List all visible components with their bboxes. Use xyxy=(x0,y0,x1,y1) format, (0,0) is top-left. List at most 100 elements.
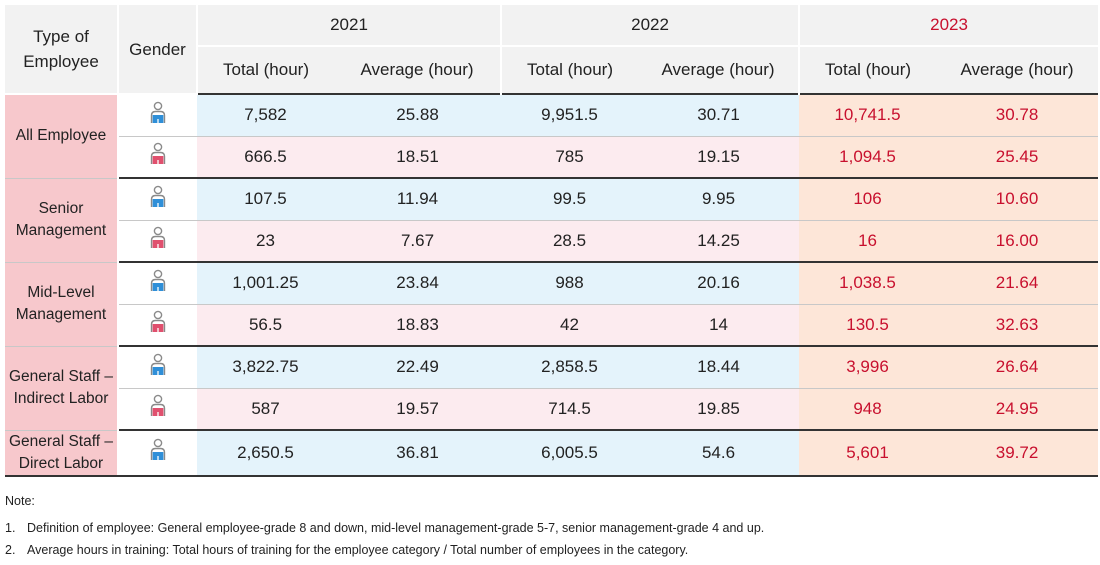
note-text: Definition of employee: General employee… xyxy=(27,521,765,535)
note-text: Average hours in training: Total hours o… xyxy=(27,543,689,557)
male-person-icon xyxy=(149,101,167,125)
gender-cell xyxy=(118,388,197,431)
male-average-2021-cell: 25.88 xyxy=(334,93,502,137)
female-average-2023-cell: 32.63 xyxy=(936,304,1099,347)
category-label: Senior Management xyxy=(5,178,119,263)
gender-cell xyxy=(118,430,197,477)
male-average-2021-cell: 11.94 xyxy=(334,178,502,221)
table-row: General Staff – Indirect Labor 3,822.75 22… xyxy=(5,346,1099,431)
male-average-2021-cell: 22.49 xyxy=(334,346,502,389)
female-total-2022-cell: 714.5 xyxy=(501,388,639,431)
table-row: General Staff – Direct Labor 2,650.5 36.81… xyxy=(5,430,1099,477)
table-row: All Employee 7,582 25.88 9,951.5 30.71 10,741… xyxy=(5,93,1099,179)
header-gender: Gender xyxy=(118,5,198,95)
header-year-2021: 2021 xyxy=(197,5,503,47)
table-body: All Employee 7,582 25.88 9,951.5 30.71 10,741… xyxy=(5,93,1099,477)
male-average-2021-cell: 36.81 xyxy=(334,430,502,477)
header-average-2021: Average (hour) xyxy=(334,46,503,94)
male-total-2022-cell: 9,951.5 xyxy=(501,93,639,137)
male-total-2023-cell: 1,038.5 xyxy=(799,262,937,305)
male-average-2022-cell: 20.16 xyxy=(638,262,800,305)
female-person-icon xyxy=(149,226,167,250)
female-total-2021-cell: 56.5 xyxy=(197,304,334,347)
male-total-2022-cell: 2,858.5 xyxy=(501,346,639,389)
gender-cell xyxy=(118,346,197,389)
female-person-icon xyxy=(149,310,167,334)
male-total-2023-cell: 3,996 xyxy=(799,346,937,389)
category-label: General Staff – Direct Labor xyxy=(5,430,119,477)
female-average-2021-cell: 19.57 xyxy=(334,388,502,431)
female-average-2021-cell: 18.51 xyxy=(334,136,502,179)
male-average-2022-cell: 9.95 xyxy=(638,178,800,221)
male-total-2021-cell: 3,822.75 xyxy=(197,346,334,389)
male-average-2023-cell: 10.60 xyxy=(936,178,1099,221)
female-total-2022-cell: 42 xyxy=(501,304,639,347)
header-average-2023: Average (hour) xyxy=(936,46,1099,94)
table-row: 23 7.67 28.5 14.25 16 16.00 xyxy=(5,220,1099,263)
gender-cell xyxy=(118,220,197,263)
gender-cell xyxy=(118,178,197,221)
male-total-2022-cell: 6,005.5 xyxy=(501,430,639,477)
male-average-2023-cell: 39.72 xyxy=(936,430,1099,477)
gender-cell xyxy=(118,262,197,305)
female-average-2021-cell: 18.83 xyxy=(334,304,502,347)
female-average-2023-cell: 16.00 xyxy=(936,220,1099,263)
male-person-icon xyxy=(149,185,167,209)
header-total-2021: Total (hour) xyxy=(197,46,334,94)
table-row: Senior Management 107.5 11.94 99.5 9.95 106 10… xyxy=(5,178,1099,263)
female-total-2022-cell: 28.5 xyxy=(501,220,639,263)
male-person-icon xyxy=(149,353,167,377)
notes: Note: 1. Definition of employee: General… xyxy=(5,494,764,560)
female-average-2022-cell: 19.85 xyxy=(638,388,800,431)
female-average-2021-cell: 7.67 xyxy=(334,220,502,263)
header-total-2022: Total (hour) xyxy=(501,46,639,94)
note-item: 2. Average hours in training: Total hour… xyxy=(5,541,764,560)
male-person-icon xyxy=(149,438,167,462)
female-average-2022-cell: 14 xyxy=(638,304,800,347)
header-average-2022: Average (hour) xyxy=(638,46,801,94)
header-year-2022: 2022 xyxy=(501,5,801,47)
male-average-2023-cell: 26.64 xyxy=(936,346,1099,389)
female-total-2021-cell: 23 xyxy=(197,220,334,263)
training-hours-table: Type of Employee Gender 2021 2022 2023 T… xyxy=(5,5,1099,477)
male-total-2022-cell: 988 xyxy=(501,262,639,305)
female-person-icon xyxy=(149,394,167,418)
gender-cell xyxy=(118,93,197,137)
male-total-2022-cell: 99.5 xyxy=(501,178,639,221)
note-number: 2. xyxy=(5,543,16,557)
female-total-2023-cell: 16 xyxy=(799,220,937,263)
table-row: 666.5 18.51 785 19.15 1,094.5 25.45 xyxy=(5,136,1099,179)
female-average-2022-cell: 14.25 xyxy=(638,220,800,263)
header-total-2023: Total (hour) xyxy=(799,46,937,94)
note-number: 1. xyxy=(5,521,16,535)
notes-title: Note: xyxy=(5,494,35,508)
female-total-2021-cell: 587 xyxy=(197,388,334,431)
table-row: 587 19.57 714.5 19.85 948 24.95 xyxy=(5,388,1099,431)
header-type-of-employee: Type of Employee xyxy=(5,5,119,95)
female-total-2023-cell: 1,094.5 xyxy=(799,136,937,179)
male-average-2021-cell: 23.84 xyxy=(334,262,502,305)
male-average-2022-cell: 18.44 xyxy=(638,346,800,389)
male-average-2023-cell: 30.78 xyxy=(936,93,1099,137)
male-total-2021-cell: 107.5 xyxy=(197,178,334,221)
table-row: Mid-Level Management 1,001.25 23.84 988 20.1… xyxy=(5,262,1099,347)
female-total-2022-cell: 785 xyxy=(501,136,639,179)
male-total-2023-cell: 5,601 xyxy=(799,430,937,477)
female-total-2021-cell: 666.5 xyxy=(197,136,334,179)
gender-cell xyxy=(118,304,197,347)
category-label: Mid-Level Management xyxy=(5,262,119,347)
male-person-icon xyxy=(149,269,167,293)
female-average-2022-cell: 19.15 xyxy=(638,136,800,179)
male-average-2023-cell: 21.64 xyxy=(936,262,1099,305)
gender-cell xyxy=(118,136,197,179)
female-total-2023-cell: 130.5 xyxy=(799,304,937,347)
male-average-2022-cell: 54.6 xyxy=(638,430,800,477)
table-row: 56.5 18.83 42 14 130.5 32.63 xyxy=(5,304,1099,347)
female-average-2023-cell: 25.45 xyxy=(936,136,1099,179)
female-person-icon xyxy=(149,142,167,166)
header-year-2023: 2023 xyxy=(799,5,1099,47)
male-total-2023-cell: 10,741.5 xyxy=(799,93,937,137)
male-total-2021-cell: 7,582 xyxy=(197,93,334,137)
note-item: 1. Definition of employee: General emplo… xyxy=(5,519,764,538)
male-average-2022-cell: 30.71 xyxy=(638,93,800,137)
